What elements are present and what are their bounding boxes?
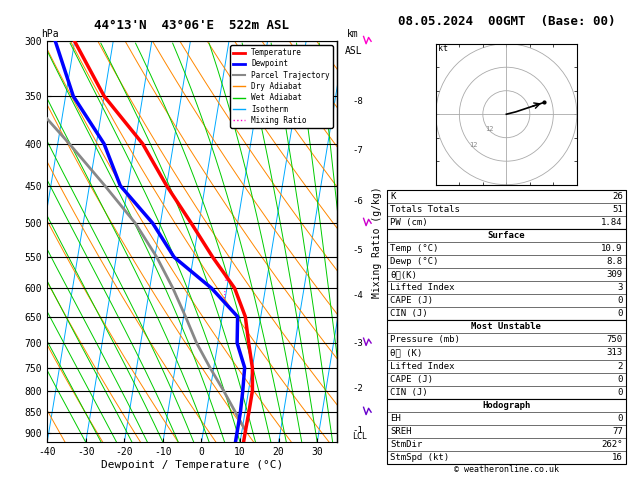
- Text: -7: -7: [352, 146, 363, 156]
- Text: 309: 309: [606, 270, 623, 279]
- Text: ASL: ASL: [345, 46, 362, 56]
- Text: 44°13'N  43°06'E  522m ASL: 44°13'N 43°06'E 522m ASL: [94, 18, 289, 32]
- Text: 12: 12: [486, 126, 494, 132]
- Text: θᴇ(K): θᴇ(K): [390, 270, 417, 279]
- Text: kt: kt: [438, 44, 448, 53]
- Text: 0: 0: [617, 414, 623, 423]
- Text: EH: EH: [390, 414, 401, 423]
- Text: Lifted Index: Lifted Index: [390, 362, 455, 370]
- Text: Pressure (mb): Pressure (mb): [390, 335, 460, 345]
- Text: -3: -3: [352, 339, 363, 347]
- Text: Surface: Surface: [487, 231, 525, 240]
- Text: 16: 16: [612, 453, 623, 462]
- Text: Temp (°C): Temp (°C): [390, 244, 438, 253]
- Text: CAPE (J): CAPE (J): [390, 296, 433, 305]
- Text: θᴇ (K): θᴇ (K): [390, 348, 422, 358]
- Text: 8.8: 8.8: [606, 257, 623, 266]
- Text: Mixing Ratio (g/kg): Mixing Ratio (g/kg): [372, 186, 382, 297]
- Text: Dewp (°C): Dewp (°C): [390, 257, 438, 266]
- Text: PW (cm): PW (cm): [390, 218, 428, 227]
- Text: -4: -4: [352, 291, 363, 300]
- Text: 0: 0: [617, 296, 623, 305]
- Text: LCL: LCL: [352, 432, 367, 441]
- Text: 26: 26: [612, 191, 623, 201]
- Text: Most Unstable: Most Unstable: [471, 322, 542, 331]
- Text: 0: 0: [617, 388, 623, 397]
- Text: -8: -8: [352, 97, 363, 106]
- Text: StmSpd (kt): StmSpd (kt): [390, 453, 449, 462]
- Text: 313: 313: [606, 348, 623, 358]
- Text: 10.9: 10.9: [601, 244, 623, 253]
- Text: 08.05.2024  00GMT  (Base: 00): 08.05.2024 00GMT (Base: 00): [398, 15, 615, 28]
- Text: -6: -6: [352, 197, 363, 206]
- Text: StmDir: StmDir: [390, 440, 422, 449]
- Text: © weatheronline.co.uk: © weatheronline.co.uk: [454, 465, 559, 474]
- Text: 0: 0: [617, 375, 623, 383]
- Text: 750: 750: [606, 335, 623, 345]
- Text: -1: -1: [352, 426, 363, 435]
- Text: km: km: [347, 29, 359, 39]
- Text: Totals Totals: Totals Totals: [390, 205, 460, 214]
- Text: -5: -5: [352, 246, 363, 255]
- Text: CAPE (J): CAPE (J): [390, 375, 433, 383]
- Text: Lifted Index: Lifted Index: [390, 283, 455, 292]
- Text: CIN (J): CIN (J): [390, 309, 428, 318]
- Text: -2: -2: [352, 384, 363, 393]
- Text: SREH: SREH: [390, 427, 411, 436]
- Text: 12: 12: [469, 142, 477, 148]
- Text: 0: 0: [617, 309, 623, 318]
- Text: 3: 3: [617, 283, 623, 292]
- Text: 1.84: 1.84: [601, 218, 623, 227]
- X-axis label: Dewpoint / Temperature (°C): Dewpoint / Temperature (°C): [101, 460, 283, 470]
- Legend: Temperature, Dewpoint, Parcel Trajectory, Dry Adiabat, Wet Adiabat, Isotherm, Mi: Temperature, Dewpoint, Parcel Trajectory…: [230, 45, 333, 128]
- Text: 51: 51: [612, 205, 623, 214]
- Text: hPa: hPa: [41, 29, 58, 39]
- Text: 2: 2: [617, 362, 623, 370]
- Text: Hodograph: Hodograph: [482, 401, 530, 410]
- Text: 77: 77: [612, 427, 623, 436]
- Text: K: K: [390, 191, 396, 201]
- Text: 262°: 262°: [601, 440, 623, 449]
- Text: 1: 1: [223, 277, 227, 282]
- Text: CIN (J): CIN (J): [390, 388, 428, 397]
